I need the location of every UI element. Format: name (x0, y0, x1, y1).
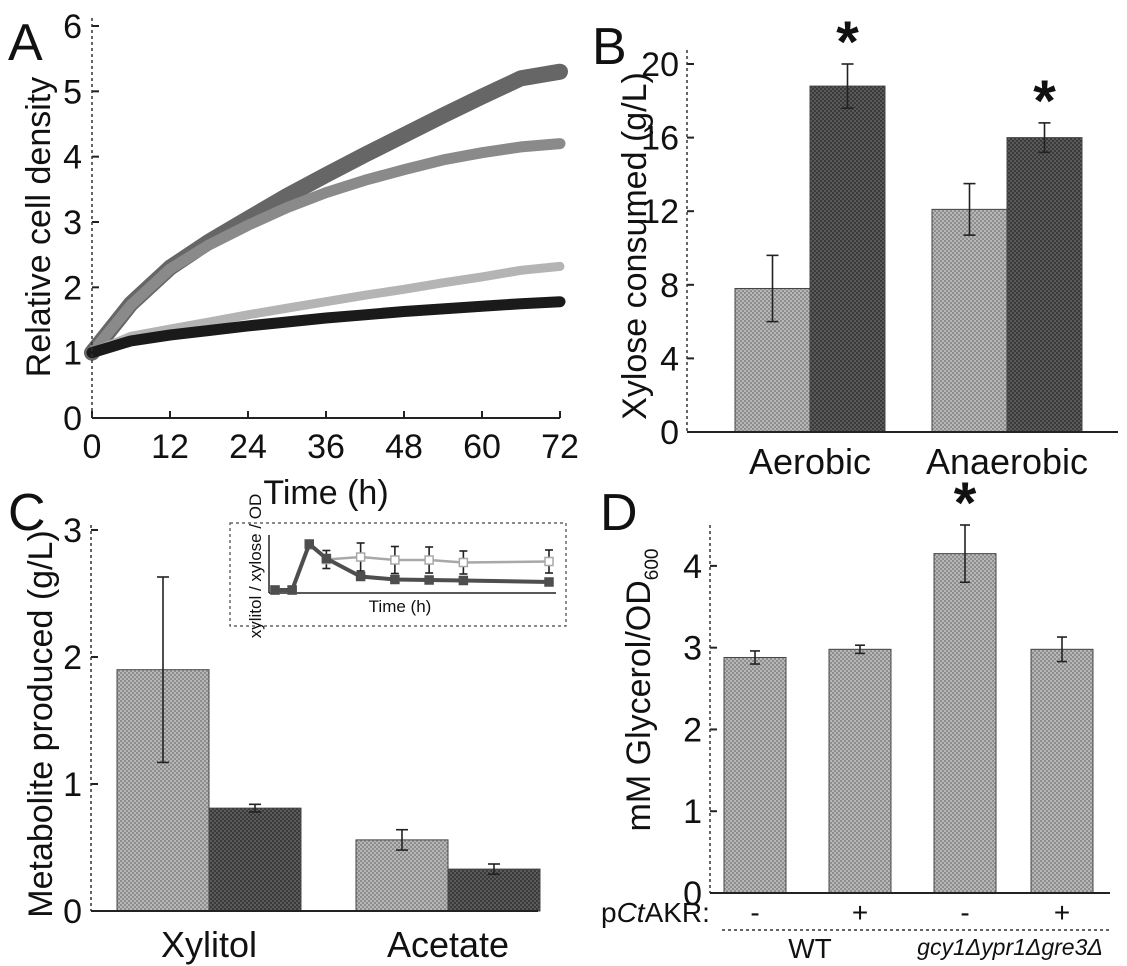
panel-b-bar-anaerobic-1 (931, 208, 1008, 433)
inset-point (390, 555, 400, 565)
panel-a-xtick-label: 48 (385, 428, 423, 466)
panel-d-significance-star: * (954, 471, 977, 536)
inset-point (355, 552, 366, 562)
panel-c-bar-acetate-1 (355, 839, 449, 912)
panel-c-ytick-label: 1 (63, 766, 82, 804)
panel-a-ytick-label: 1 (63, 335, 82, 373)
panel-c-ytick-label: 3 (63, 512, 82, 550)
panel-d-bar-4 (1030, 648, 1094, 894)
inset-point (321, 553, 332, 564)
inset-point (304, 539, 314, 549)
panel-c: Metabolite produced (g/L) 0 1 2 3 Xylitol Ac… (22, 494, 567, 965)
panel-b-significance-star: * (1033, 69, 1056, 134)
panel-d-bar-1 (723, 656, 787, 894)
panel-b-ytick-label: 0 (660, 414, 679, 452)
panel-a-series-line-3 (87, 261, 565, 358)
panel-a-ytick-label: 6 (63, 8, 82, 46)
inset-point (287, 585, 297, 595)
panel-d-sign: + (1054, 897, 1070, 928)
inset-point (544, 577, 554, 587)
inset-point (355, 571, 366, 582)
panel-d-ytick-label: 3 (683, 630, 702, 668)
panel-a-xtick-label: 36 (307, 428, 345, 466)
panel-d-sign: + (852, 897, 868, 928)
inset-point (544, 556, 554, 567)
panel-a-xtick-label: 72 (541, 428, 579, 466)
panel-b-category-label: Aerobic (749, 441, 871, 482)
inset-xlabel: Time (h) (369, 597, 432, 616)
panel-a-xtick-label: 0 (83, 428, 102, 466)
panel-a-series-line-4 (86, 296, 566, 359)
panel-label-b: B (592, 18, 627, 76)
panel-a-ytick-label: 3 (63, 204, 82, 242)
panel-d-ytick-label: 1 (683, 793, 702, 831)
panel-a-ylabel: Relative cell density (20, 77, 58, 377)
inset-point (270, 585, 280, 595)
group-label-wt: WT (788, 933, 832, 964)
panel-b-significance-star: * (836, 10, 859, 75)
panel-b-ytick-label: 16 (641, 120, 679, 158)
panel-a-series-line-2 (86, 138, 566, 359)
panel-b-ytick-label: 8 (660, 267, 679, 305)
panel-a-ytick-label: 4 (63, 139, 82, 177)
panel-a-xtick-label: 12 (151, 428, 189, 466)
panel-b-bar-aerobic-2 (809, 85, 886, 433)
panel-c-bar-xylitol-2 (208, 807, 302, 912)
panel-label-d: D (600, 484, 638, 542)
panel-d-bar-2 (828, 648, 892, 894)
panel-label-c: C (8, 484, 46, 542)
panel-b-ytick-label: 20 (641, 46, 679, 84)
inset-ylabel: xylitol / xylose / OD (246, 494, 265, 639)
panel-a-xtick-label: 24 (229, 428, 267, 466)
row-label: pCtAKR: (601, 897, 710, 928)
inset-point (458, 575, 469, 586)
panel-d-ytick-label: 4 (683, 548, 702, 586)
panel-a-ytick-label: 5 (63, 73, 82, 111)
panel-b: Xylose consumed (g/L) 0 4 8 12 16 20 * Aerobic… (616, 10, 1118, 482)
panel-c-category-label: Xylitol (161, 924, 257, 965)
panel-d-sign: - (750, 897, 759, 928)
panel-d-bar-3 (933, 553, 997, 894)
panel-d-sign: - (960, 897, 969, 928)
inset-point (424, 575, 434, 585)
panel-label-a: A (8, 14, 43, 72)
inset-point (458, 557, 469, 568)
group-label-mutant: gcy1Δypr1Δgre3Δ (917, 934, 1103, 960)
panel-d-ylabel: mM Glycerol/OD600 (620, 549, 663, 832)
panel-c-category-label: Acetate (387, 924, 509, 965)
panel-b-ylabel: Xylose consumed (g/L) (616, 72, 654, 420)
panel-d-ytick-label: 2 (683, 711, 702, 749)
panel-b-ytick-label: 12 (641, 193, 679, 231)
panel-b-category-label: Anaerobic (926, 441, 1088, 482)
panel-c-ytick-label: 0 (63, 893, 82, 931)
panel-b-ytick-label: 4 (660, 340, 679, 378)
panel-a-ytick-label: 0 (63, 400, 82, 438)
panel-b-bar-anaerobic-2 (1006, 137, 1083, 433)
panel-d-ytick-label: 0 (683, 875, 702, 913)
inset-point (424, 555, 434, 565)
panel-c-inset: xylitol / xylose / OD Time (h) (229, 494, 567, 639)
panel-c-ylabel: Metabolite produced (g/L) (22, 530, 60, 917)
panel-c-bar-acetate-2 (447, 868, 541, 912)
inset-point (390, 574, 400, 585)
panel-d: mM Glycerol/OD600 0 1 2 3 4 * pCtAKR: WT gcy… (601, 471, 1110, 964)
panel-c-ytick-label: 2 (63, 639, 82, 677)
panel-a-xlabel: Time (h) (263, 474, 388, 512)
panel-a-xtick-label: 60 (463, 428, 501, 466)
panel-a-ytick-label: 2 (63, 269, 82, 307)
